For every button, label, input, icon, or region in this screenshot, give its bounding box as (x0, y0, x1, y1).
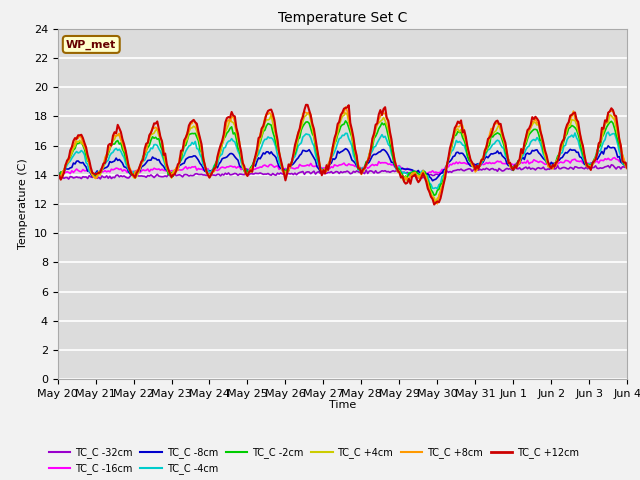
TC_C +8cm (54, 179, 61, 184)
TC_C +4cm (70, 145, 77, 151)
TC_C -4cm (556, 153, 563, 159)
TC_C +8cm (342, 104, 349, 110)
TC_C +8cm (70, 143, 77, 149)
TC_C -32cm (380, 168, 387, 174)
TC_C -2cm (380, 122, 387, 128)
TC_C -8cm (604, 143, 612, 149)
TC_C -4cm (54, 174, 61, 180)
TC_C -2cm (342, 118, 349, 124)
TC_C +4cm (342, 110, 349, 116)
Line: TC_C -32cm: TC_C -32cm (58, 165, 627, 179)
TC_C +4cm (432, 199, 440, 205)
TC_C -8cm (70, 160, 77, 166)
TC_C -16cm (90, 172, 98, 178)
TC_C -16cm (611, 155, 618, 160)
TC_C +8cm (160, 145, 168, 151)
TC_C -4cm (160, 157, 168, 163)
TC_C -4cm (604, 129, 612, 135)
TC_C +4cm (412, 171, 419, 177)
TC_C -4cm (433, 186, 441, 192)
TC_C +4cm (623, 164, 631, 169)
TC_C -8cm (160, 164, 168, 169)
TC_C +4cm (399, 176, 406, 182)
TC_C -2cm (412, 168, 419, 174)
TC_C -4cm (70, 153, 77, 158)
Line: TC_C -2cm: TC_C -2cm (58, 121, 627, 195)
TC_C +12cm (302, 102, 310, 108)
TC_C -32cm (54, 173, 61, 179)
TC_C -32cm (71, 175, 79, 180)
TC_C +8cm (557, 144, 564, 150)
TC_C -16cm (412, 168, 419, 174)
Line: TC_C +4cm: TC_C +4cm (58, 113, 627, 202)
TC_C -32cm (412, 173, 419, 179)
TC_C +4cm (54, 176, 61, 181)
TC_C +8cm (623, 166, 631, 172)
TC_C -2cm (70, 147, 77, 153)
TC_C +4cm (557, 147, 564, 153)
TC_C +12cm (54, 178, 61, 183)
TC_C +8cm (433, 201, 441, 207)
TC_C -32cm (556, 166, 563, 171)
TC_C -2cm (623, 163, 631, 168)
TC_C -8cm (54, 174, 61, 180)
TC_C -32cm (623, 163, 631, 169)
TC_C +12cm (399, 173, 406, 179)
TC_C +12cm (430, 202, 438, 207)
TC_C -16cm (54, 169, 61, 175)
TC_C -2cm (54, 175, 61, 181)
TC_C -32cm (399, 169, 406, 175)
TC_C -32cm (161, 173, 169, 179)
TC_C -2cm (160, 155, 168, 160)
TC_C -8cm (429, 178, 436, 184)
TC_C -16cm (399, 166, 406, 172)
TC_C -2cm (430, 192, 438, 198)
Title: Temperature Set C: Temperature Set C (278, 11, 407, 25)
TC_C -16cm (70, 169, 77, 175)
TC_C +8cm (412, 169, 419, 175)
TC_C -32cm (65, 176, 72, 182)
TC_C -32cm (607, 162, 615, 168)
TC_C +8cm (380, 110, 387, 116)
TC_C -2cm (399, 172, 406, 178)
X-axis label: Time: Time (329, 400, 356, 410)
TC_C -8cm (556, 157, 563, 163)
TC_C +12cm (412, 172, 419, 178)
TC_C -4cm (410, 168, 417, 174)
TC_C +12cm (70, 138, 77, 144)
Line: TC_C +8cm: TC_C +8cm (58, 107, 627, 204)
TC_C -16cm (161, 168, 169, 173)
TC_C -8cm (378, 147, 386, 153)
Line: TC_C +12cm: TC_C +12cm (58, 105, 627, 204)
Line: TC_C -16cm: TC_C -16cm (58, 157, 627, 175)
TC_C -4cm (623, 161, 631, 167)
TC_C +4cm (380, 115, 387, 120)
TC_C -16cm (556, 160, 563, 166)
TC_C -8cm (410, 168, 417, 174)
Line: TC_C -4cm: TC_C -4cm (58, 132, 627, 189)
TC_C -16cm (623, 160, 631, 166)
TC_C -16cm (380, 160, 387, 166)
TC_C +12cm (380, 106, 387, 112)
Line: TC_C -8cm: TC_C -8cm (58, 146, 627, 181)
TC_C +8cm (399, 173, 406, 179)
Y-axis label: Temperature (C): Temperature (C) (18, 158, 28, 250)
TC_C +12cm (557, 143, 564, 148)
TC_C -8cm (623, 162, 631, 168)
TC_C -4cm (397, 168, 404, 174)
Text: WP_met: WP_met (66, 39, 116, 49)
TC_C +4cm (160, 151, 168, 156)
TC_C +12cm (160, 152, 168, 158)
Legend: TC_C -32cm, TC_C -16cm, TC_C -8cm, TC_C -4cm, TC_C -2cm, TC_C +4cm, TC_C +8cm, T: TC_C -32cm, TC_C -16cm, TC_C -8cm, TC_C … (45, 444, 583, 478)
TC_C -4cm (378, 132, 386, 138)
TC_C -2cm (557, 147, 564, 153)
TC_C +12cm (623, 165, 631, 171)
TC_C -8cm (397, 166, 404, 172)
